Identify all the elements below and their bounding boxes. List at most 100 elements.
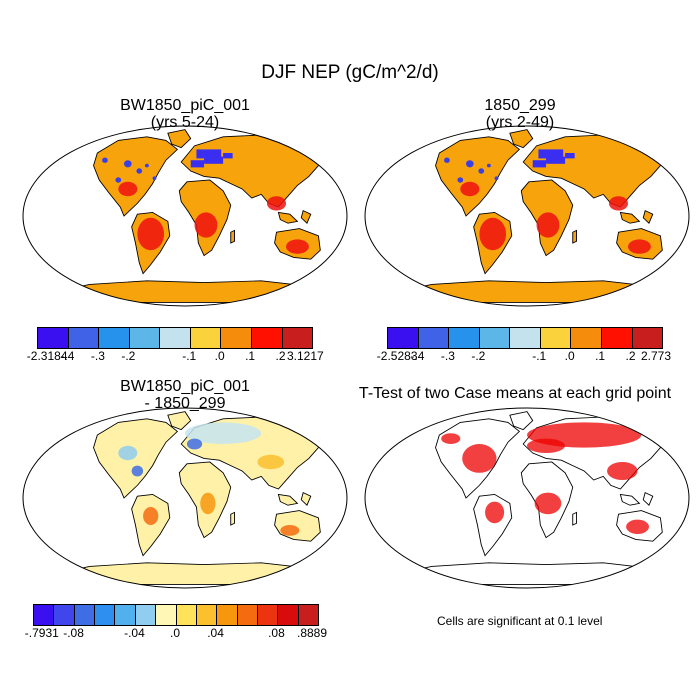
panel-4-title-line1: T-Test of two Case means at each grid po… [358, 385, 672, 402]
colorbar-swatch [217, 605, 238, 625]
nep-positive-region [266, 196, 287, 211]
colorbar-swatch [601, 328, 633, 348]
colorbar-tick-label: .04 [207, 626, 224, 640]
colorbar-tick-label: .0 [564, 349, 575, 363]
nep-positive-region [137, 217, 165, 251]
significant-cells [441, 433, 461, 444]
panel-1-title-line1: BW1850_piC_001 [120, 97, 250, 114]
colorbar-tick-label: -.3 [90, 349, 105, 363]
colorbar-swatch [74, 605, 96, 625]
map-panel-1 [22, 125, 348, 307]
colorbar-swatch [156, 605, 177, 625]
colorbar-tick-label: .0 [169, 626, 181, 640]
colorbar-swatch [34, 605, 55, 625]
nep-positive-region [608, 196, 629, 211]
colorbar-swatch [388, 328, 419, 348]
panel-3-title-line2: - 1850_299 [144, 395, 226, 412]
nep-positive-region [460, 181, 480, 197]
significant-cells [485, 501, 505, 524]
colorbar-swatch [251, 328, 283, 348]
colorbar-tick-label: -.4 [410, 349, 425, 363]
figure-title: DJF NEP (gC/m^2/d) [261, 62, 439, 83]
colorbar-tick-label: .08 [268, 626, 285, 640]
colorbar-tick-label: 2.773 [640, 349, 672, 363]
colorbar-swatch [449, 328, 480, 348]
colorbar-swatch [176, 605, 197, 625]
nep-positive-region [479, 217, 507, 251]
colorbar-swatch [479, 328, 511, 348]
colorbar-swatch [129, 328, 161, 348]
colorbar-tick-label: -.2 [121, 349, 136, 363]
land-mass [393, 129, 680, 303]
nep-difference-region [118, 445, 138, 461]
colorbar-panel-1 [37, 327, 313, 349]
colorbar-swatch [282, 328, 313, 348]
nep-positive-region [286, 239, 309, 254]
significant-cells [462, 444, 497, 473]
colorbar-tick-label: -.3 [440, 349, 455, 363]
nep-positive-region [536, 212, 560, 238]
colorbar-swatch [196, 605, 218, 625]
land-mass [51, 129, 338, 303]
nep-difference-region [257, 454, 285, 470]
significant-cells [607, 462, 638, 480]
colorbar-swatch [278, 605, 299, 625]
map-border [22, 407, 348, 589]
colorbar-swatch [221, 328, 252, 348]
significant-cells [527, 438, 566, 453]
colorbar-swatch [160, 328, 191, 348]
nep-difference-region [185, 422, 262, 444]
colorbar-swatch [38, 328, 69, 348]
colorbar-panel-3 [33, 604, 319, 626]
colorbar-tick-label: .2 [275, 349, 286, 363]
nep-positive-region [194, 212, 218, 238]
colorbar-tick-label: -.7931 [24, 626, 59, 640]
nep-difference-region [186, 438, 203, 450]
colorbar-swatch [540, 328, 572, 348]
nep-difference-region [280, 525, 300, 536]
colorbar-tick-label: -.08 [63, 626, 84, 640]
colorbar-swatch [237, 605, 258, 625]
nep-positive-region [628, 239, 651, 254]
colorbar-swatch [571, 328, 602, 348]
colorbar-swatch [54, 605, 75, 625]
colorbar-tick-label: 3.1217 [286, 349, 324, 363]
significant-cells [534, 492, 562, 515]
panel-3-title: BW1850_piC_001 - 1850_299 [65, 378, 305, 412]
colorbar-tick-label: -.4 [60, 349, 75, 363]
nep-difference-region [131, 465, 144, 477]
significance-note: Cells are significant at 0.1 level [437, 614, 603, 628]
panel-2-title-line1: 1850_299 [484, 97, 556, 114]
nep-difference-region [143, 507, 159, 525]
colorbar-swatch [135, 605, 157, 625]
panel-4-title: T-Test of two Case means at each grid po… [355, 385, 675, 402]
colorbar-swatch [95, 605, 116, 625]
nep-difference-region [200, 492, 216, 515]
significant-cells [626, 519, 649, 534]
colorbar-swatch [510, 328, 541, 348]
panel-3-title-line1: BW1850_piC_001 [120, 378, 250, 395]
colorbar-swatch [115, 605, 136, 625]
nep-positive-region [118, 181, 138, 197]
colorbar-tick-label: -2.3184 [26, 349, 68, 363]
colorbar-tick-label: .1 [245, 349, 256, 363]
colorbar-panel-2 [387, 327, 663, 349]
colorbar-tick-label: -2.5283 [376, 349, 418, 363]
map-panel-4 [364, 407, 690, 589]
colorbar-tick-label: -.1 [182, 349, 197, 363]
colorbar-swatch [190, 328, 222, 348]
colorbar-swatch [257, 605, 279, 625]
colorbar-swatch [632, 328, 663, 348]
map-panel-2 [364, 125, 690, 307]
colorbar-tick-label: -.2 [471, 349, 486, 363]
map-border [22, 125, 348, 307]
colorbar-swatch [418, 328, 450, 348]
colorbar-swatch [68, 328, 100, 348]
colorbar-tick-label: -.04 [124, 626, 145, 640]
colorbar-tick-label: .8889 [296, 626, 328, 640]
colorbar-tick-label: -.1 [532, 349, 547, 363]
colorbar-tick-label: .1 [595, 349, 606, 363]
colorbar-swatch [99, 328, 130, 348]
colorbar-swatch [298, 605, 319, 625]
